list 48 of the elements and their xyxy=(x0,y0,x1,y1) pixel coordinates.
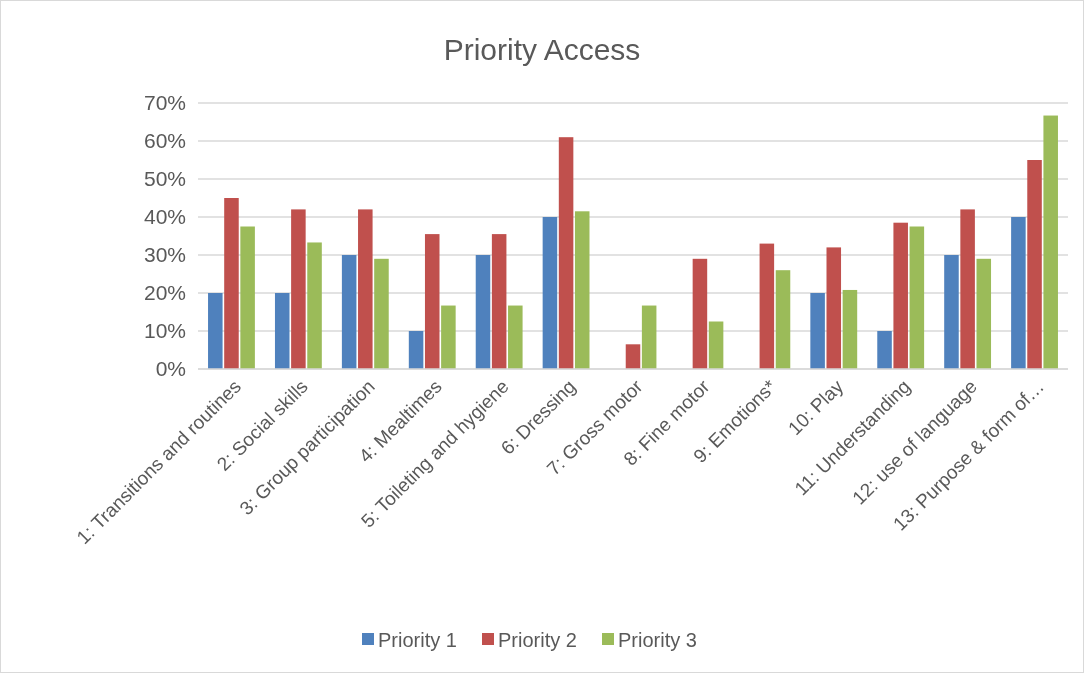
bar xyxy=(274,293,290,369)
y-tick-label: 10% xyxy=(143,319,186,343)
bar xyxy=(374,258,389,369)
chart-title: Priority Access xyxy=(443,33,641,66)
bar xyxy=(810,293,825,369)
bar xyxy=(960,209,975,369)
bar xyxy=(1043,115,1058,369)
bar xyxy=(542,217,558,369)
bar xyxy=(826,247,842,369)
y-tick-label: 30% xyxy=(143,243,186,267)
bar xyxy=(1027,160,1042,369)
bar xyxy=(1011,217,1026,369)
bar xyxy=(408,331,424,369)
bar xyxy=(240,226,255,369)
bar xyxy=(491,234,507,369)
y-tick-label: 0% xyxy=(155,357,186,381)
bar xyxy=(441,305,456,369)
bar xyxy=(574,211,590,369)
bar xyxy=(625,344,641,369)
bar xyxy=(424,234,440,369)
bar xyxy=(877,331,892,369)
bar xyxy=(307,242,322,369)
bar xyxy=(641,305,657,369)
y-tick-label: 20% xyxy=(143,281,186,305)
bar xyxy=(291,209,306,369)
bar xyxy=(358,209,373,369)
bar xyxy=(224,198,239,369)
legend-label: Priority 2 xyxy=(498,629,577,651)
bar xyxy=(842,289,858,369)
legend-label: Priority 3 xyxy=(618,629,697,651)
y-tick-label: 40% xyxy=(143,205,186,229)
bar xyxy=(944,255,959,369)
bar xyxy=(508,305,523,369)
bar xyxy=(692,258,708,369)
bar xyxy=(341,255,357,369)
bar xyxy=(893,222,908,369)
bar xyxy=(976,258,992,369)
legend-label: Priority 1 xyxy=(378,629,457,651)
y-tick-label: 50% xyxy=(143,167,186,191)
bar xyxy=(759,243,775,369)
y-tick-label: 70% xyxy=(143,91,186,115)
bar xyxy=(558,137,574,369)
bar xyxy=(475,255,491,369)
bar xyxy=(775,270,791,369)
y-tick-label: 60% xyxy=(143,129,186,153)
bar xyxy=(909,226,925,369)
bar xyxy=(708,321,724,369)
bar xyxy=(208,293,223,369)
